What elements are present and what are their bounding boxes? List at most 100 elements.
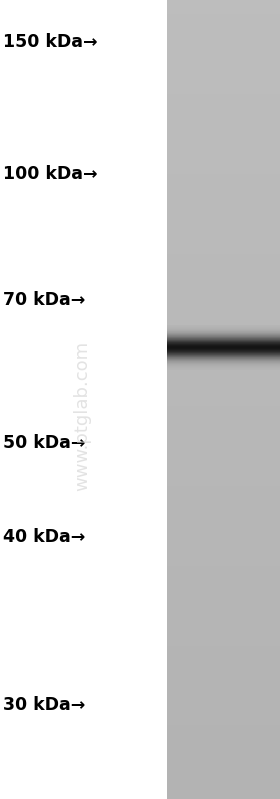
Bar (167, 334, 280, 336)
Bar (167, 22, 280, 32)
Bar (167, 678, 280, 687)
Bar (167, 328, 280, 329)
Bar (167, 334, 280, 344)
Bar (167, 614, 280, 623)
Bar (167, 365, 280, 366)
Bar (167, 327, 280, 328)
Bar (167, 198, 280, 208)
Bar (167, 414, 280, 423)
Bar (167, 510, 280, 519)
Bar (167, 364, 280, 366)
Bar (167, 741, 280, 751)
Bar (167, 352, 280, 353)
Bar (167, 348, 280, 349)
Bar (167, 351, 280, 352)
Bar (167, 358, 280, 368)
Bar (167, 360, 280, 361)
Bar (167, 327, 280, 328)
Bar (167, 382, 280, 392)
Bar (167, 361, 280, 362)
Bar (167, 518, 280, 527)
Bar (167, 110, 280, 120)
Bar (167, 336, 280, 337)
Bar (167, 502, 280, 511)
Bar (167, 182, 280, 192)
Bar (167, 781, 280, 791)
Bar (167, 347, 280, 348)
Bar (167, 341, 280, 343)
Bar (167, 344, 280, 345)
Text: www.ptglab.com: www.ptglab.com (74, 340, 92, 491)
Bar (167, 334, 280, 335)
Bar (167, 349, 280, 350)
Bar (167, 334, 280, 335)
Bar (167, 366, 280, 367)
Bar (167, 339, 280, 340)
Bar (167, 454, 280, 463)
Bar (167, 294, 280, 304)
Bar (167, 364, 280, 365)
Bar (167, 749, 280, 759)
Bar (167, 325, 280, 326)
Bar (167, 733, 280, 743)
Bar (167, 686, 280, 695)
Bar (167, 348, 280, 350)
Bar (167, 342, 280, 344)
Bar (167, 773, 280, 783)
Bar (167, 364, 280, 365)
Bar (167, 363, 280, 364)
Bar (167, 710, 280, 719)
Bar (167, 366, 280, 376)
Bar (167, 566, 280, 575)
Bar (167, 360, 280, 361)
Bar (167, 333, 280, 334)
Bar (167, 336, 280, 337)
Bar (167, 343, 280, 344)
Bar (167, 206, 280, 216)
Bar (167, 357, 280, 358)
Bar (167, 345, 280, 346)
Bar (167, 363, 280, 364)
Bar (167, 54, 280, 64)
Bar (167, 356, 280, 358)
Bar (167, 359, 280, 360)
Bar (167, 350, 280, 352)
Bar (167, 302, 280, 312)
Bar (167, 558, 280, 567)
Bar (167, 486, 280, 495)
Bar (167, 331, 280, 332)
Bar (167, 230, 280, 240)
Bar (167, 350, 280, 351)
Bar (167, 347, 280, 348)
Bar (167, 406, 280, 415)
Bar (167, 343, 280, 344)
Bar (167, 332, 280, 333)
Bar (167, 360, 280, 362)
Bar (167, 340, 280, 341)
Bar (167, 341, 280, 342)
Bar (167, 342, 280, 344)
Bar (167, 338, 280, 339)
Bar (167, 94, 280, 104)
Bar (167, 328, 280, 330)
Bar (167, 345, 280, 347)
Bar (167, 329, 280, 330)
Bar (167, 330, 280, 331)
Bar (167, 286, 280, 296)
Bar (167, 347, 280, 348)
Bar (167, 638, 280, 647)
Bar (167, 622, 280, 631)
Bar (167, 368, 280, 369)
Bar (167, 333, 280, 334)
Bar (167, 365, 280, 367)
Bar (167, 526, 280, 535)
Bar (167, 367, 280, 368)
Bar (167, 340, 280, 342)
Bar (167, 357, 280, 359)
Bar (167, 349, 280, 351)
Bar (167, 339, 280, 340)
Bar (167, 355, 280, 356)
Bar (167, 348, 280, 349)
Bar (167, 630, 280, 639)
Bar (167, 214, 280, 224)
